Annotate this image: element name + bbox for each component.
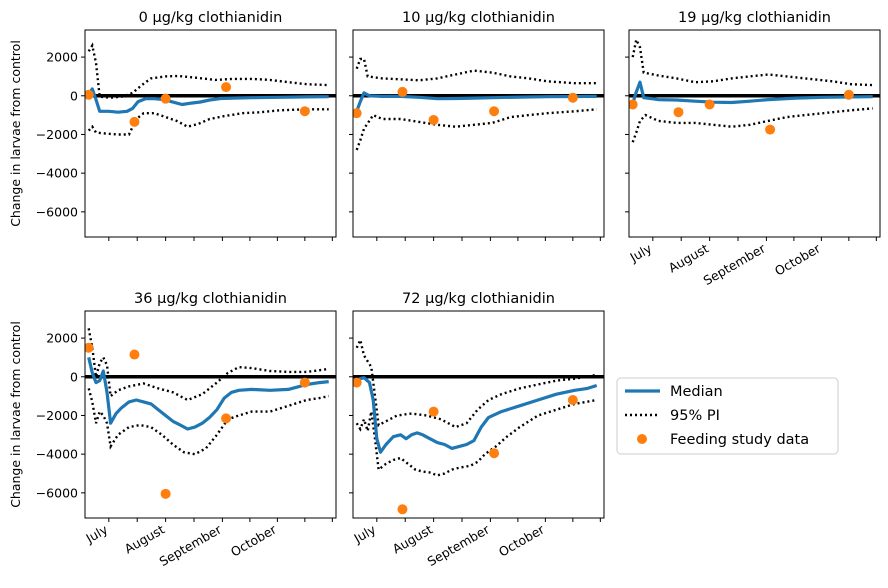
axes-frame <box>84 29 337 238</box>
feeding-point-5 <box>567 92 578 103</box>
panel-title: 36 µg/kg clothianidin <box>134 291 287 307</box>
x-tick-label: July <box>82 521 110 546</box>
y-tick-label: −2000 <box>36 127 78 142</box>
pi-lower-line <box>355 108 597 151</box>
legend-entry-label: Median <box>670 384 723 400</box>
panel-title: 19 µg/kg clothianidin <box>678 10 831 26</box>
legend-frame <box>616 377 839 455</box>
feeding-point-1 <box>85 89 94 100</box>
feeding-point-3 <box>160 93 171 104</box>
feeding-point-4 <box>221 82 232 93</box>
axes-frame <box>84 310 337 519</box>
x-tick-label: September <box>425 521 493 569</box>
y-tick-label: −4000 <box>36 447 78 462</box>
plot-area <box>85 42 336 136</box>
y-tick-label: 0 <box>70 369 78 384</box>
x-tick-label: August <box>122 522 167 557</box>
feeding-point-2 <box>673 107 684 118</box>
y-tick-label: −6000 <box>36 485 78 500</box>
feeding-point-1 <box>629 99 638 110</box>
y-tick-label: −6000 <box>36 204 78 219</box>
feeding-point-2 <box>129 349 140 360</box>
legend-feeding-swatch <box>637 434 647 444</box>
x-tick-label: August <box>666 241 711 276</box>
pi-lower-line <box>87 388 329 456</box>
axes-frame <box>352 310 605 519</box>
feeding-point-5 <box>299 377 310 388</box>
y-axis-label: Change in larvae from control <box>8 321 23 508</box>
feeding-point-5 <box>299 106 310 117</box>
feeding-point-1 <box>353 108 362 119</box>
y-tick-label: −4000 <box>36 166 78 181</box>
plot-area <box>353 57 604 151</box>
x-tick-label: July <box>626 240 654 265</box>
pi-upper-line <box>355 336 597 429</box>
feeding-point-4 <box>489 106 500 117</box>
x-tick-label: September <box>701 240 769 288</box>
feeding-point-4 <box>489 448 500 459</box>
legend: Median 95% PI Feeding study data <box>616 377 839 455</box>
y-tick-label: 2000 <box>46 331 78 346</box>
panel-2: 10 µg/kg clothianidin <box>349 10 605 241</box>
x-tick-label: October <box>772 240 824 278</box>
x-tick-label: October <box>228 521 280 559</box>
median-line <box>87 357 329 431</box>
feeding-point-2 <box>397 504 408 515</box>
feeding-point-1 <box>85 342 94 353</box>
pi-upper-line <box>87 328 329 402</box>
y-tick-label: −2000 <box>36 408 78 423</box>
feeding-point-3 <box>704 99 715 110</box>
median-line <box>355 91 597 112</box>
pi-upper-line <box>355 57 597 85</box>
feeding-point-3 <box>428 114 439 125</box>
feeding-point-4 <box>765 124 776 135</box>
legend-entry-label: 95% PI <box>670 408 720 424</box>
feeding-point-3 <box>428 406 439 417</box>
pi-lower-line <box>355 398 597 477</box>
y-tick-label: 0 <box>70 88 78 103</box>
legend-entry-label: Feeding study data <box>670 432 809 448</box>
median-line <box>631 80 873 105</box>
feeding-point-5 <box>843 89 854 100</box>
feeding-point-4 <box>221 413 232 424</box>
median-line <box>355 376 598 454</box>
x-tick-label: August <box>390 522 435 557</box>
panel-1: 0 µg/kg clothianidin 2000 0 −2000 −4000 −6000… <box>8 10 337 241</box>
pi-upper-line <box>631 35 873 87</box>
feeding-point-2 <box>397 86 408 97</box>
feeding-point-1 <box>353 377 362 388</box>
panel-4: 36 µg/kg clothianidin 2000 0 −2000 −4000 −600… <box>8 291 337 569</box>
panel-title: 10 µg/kg clothianidin <box>402 10 555 26</box>
plot-area <box>85 328 336 499</box>
x-tick-label: September <box>157 521 225 569</box>
pi-lower-line <box>631 107 873 143</box>
pi-upper-line <box>87 42 329 99</box>
panel-title: 72 µg/kg clothianidin <box>402 291 555 307</box>
panel-5: 72 µg/kg clothianidin July AugustSeptember… <box>349 291 605 569</box>
y-axis-label: Change in larvae from control <box>8 40 23 227</box>
panel-3: 19 µg/kg clothianidin July AugustSeptember… <box>625 10 881 288</box>
axes-frame <box>352 29 605 238</box>
feeding-point-2 <box>129 116 140 127</box>
plot-area <box>629 35 880 143</box>
feeding-point-5 <box>567 394 578 405</box>
pi-lower-line <box>87 108 329 136</box>
plot-area <box>353 336 604 515</box>
y-tick-label: 2000 <box>46 50 78 65</box>
x-tick-label: October <box>496 521 548 559</box>
x-tick-label: July <box>350 521 378 546</box>
feeding-point-3 <box>160 488 171 499</box>
panel-title: 0 µg/kg clothianidin <box>139 10 283 26</box>
axes-frame <box>628 29 881 238</box>
